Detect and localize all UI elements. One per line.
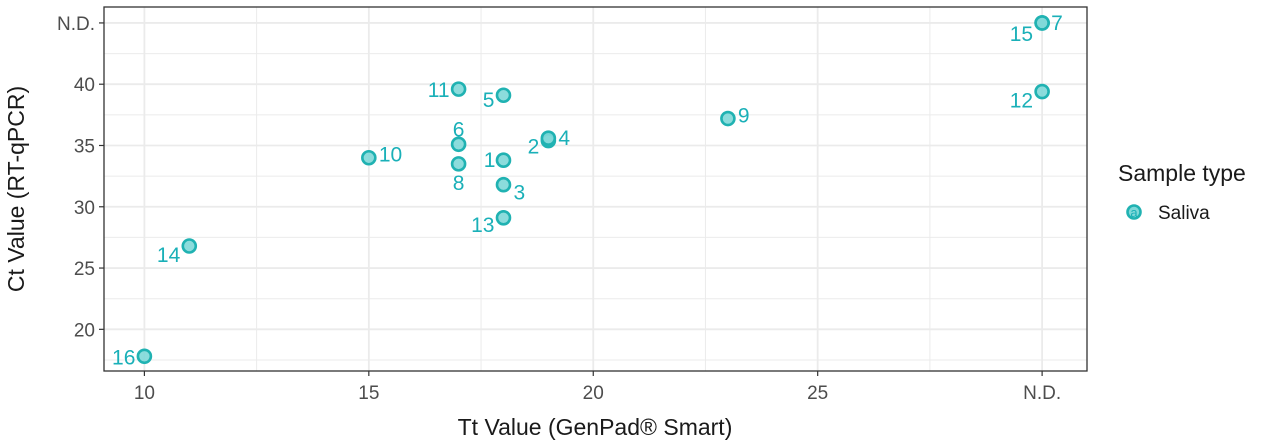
data-point-8	[450, 156, 467, 172]
x-axis-title: Tt Value (GenPad® Smart)	[458, 414, 733, 440]
point-label-6: 6	[453, 118, 465, 141]
data-point-13	[495, 210, 512, 226]
y-tick-label: 40	[74, 75, 95, 96]
data-point-14	[181, 238, 198, 254]
data-point-11	[450, 81, 467, 97]
data-point-3	[495, 176, 512, 193]
point-label-9: 9	[738, 105, 750, 128]
x-tick-label: N.D.	[1023, 383, 1061, 404]
point-label-16: 16	[112, 346, 135, 369]
panel-border	[103, 6, 1088, 372]
point-label-10: 10	[379, 144, 402, 167]
legend-key-glyph: a	[1130, 205, 1138, 220]
x-tick-label: 25	[807, 383, 828, 404]
point-label-5: 5	[483, 89, 495, 112]
y-tick-label: 30	[74, 198, 95, 219]
legend: Sample type a Saliva	[1118, 160, 1246, 224]
data-point-5	[495, 87, 512, 104]
grid	[104, 7, 1087, 371]
data-point-15	[1034, 15, 1050, 31]
point-label-7: 7	[1051, 12, 1063, 35]
point-label-3: 3	[513, 182, 525, 205]
point-label-15: 15	[1010, 23, 1033, 46]
point-label-11: 11	[428, 79, 450, 102]
x-tick-label: 20	[583, 383, 604, 404]
point-label-12: 12	[1010, 90, 1033, 113]
data-point-10	[361, 149, 377, 166]
data-point-6	[450, 136, 467, 153]
y-axis-title: Ct Value (RT-qPCR)	[3, 86, 29, 292]
legend-title: Sample type	[1118, 160, 1246, 186]
data-point-12	[1034, 83, 1050, 100]
y-tick-label: N.D.	[57, 14, 95, 35]
x-tick-label: 10	[134, 383, 155, 404]
data-point-1	[495, 152, 512, 168]
x-tick-label: 15	[358, 383, 379, 404]
data-point-9	[720, 110, 736, 127]
legend-label-saliva: Saliva	[1158, 203, 1210, 224]
point-label-2: 2	[528, 136, 540, 159]
point-label-4: 4	[558, 127, 570, 150]
data-points	[136, 15, 1050, 365]
data-point-4	[540, 130, 557, 146]
point-label-13: 13	[471, 214, 494, 237]
point-label-8: 8	[453, 172, 465, 195]
point-label-14: 14	[157, 244, 181, 267]
y-tick-label: 25	[74, 259, 95, 280]
y-tick-label: 35	[74, 136, 95, 157]
data-point-16	[136, 348, 153, 365]
point-label-1: 1	[484, 149, 496, 172]
legend-key-point	[1126, 204, 1142, 220]
y-tick-label: 20	[74, 320, 95, 341]
